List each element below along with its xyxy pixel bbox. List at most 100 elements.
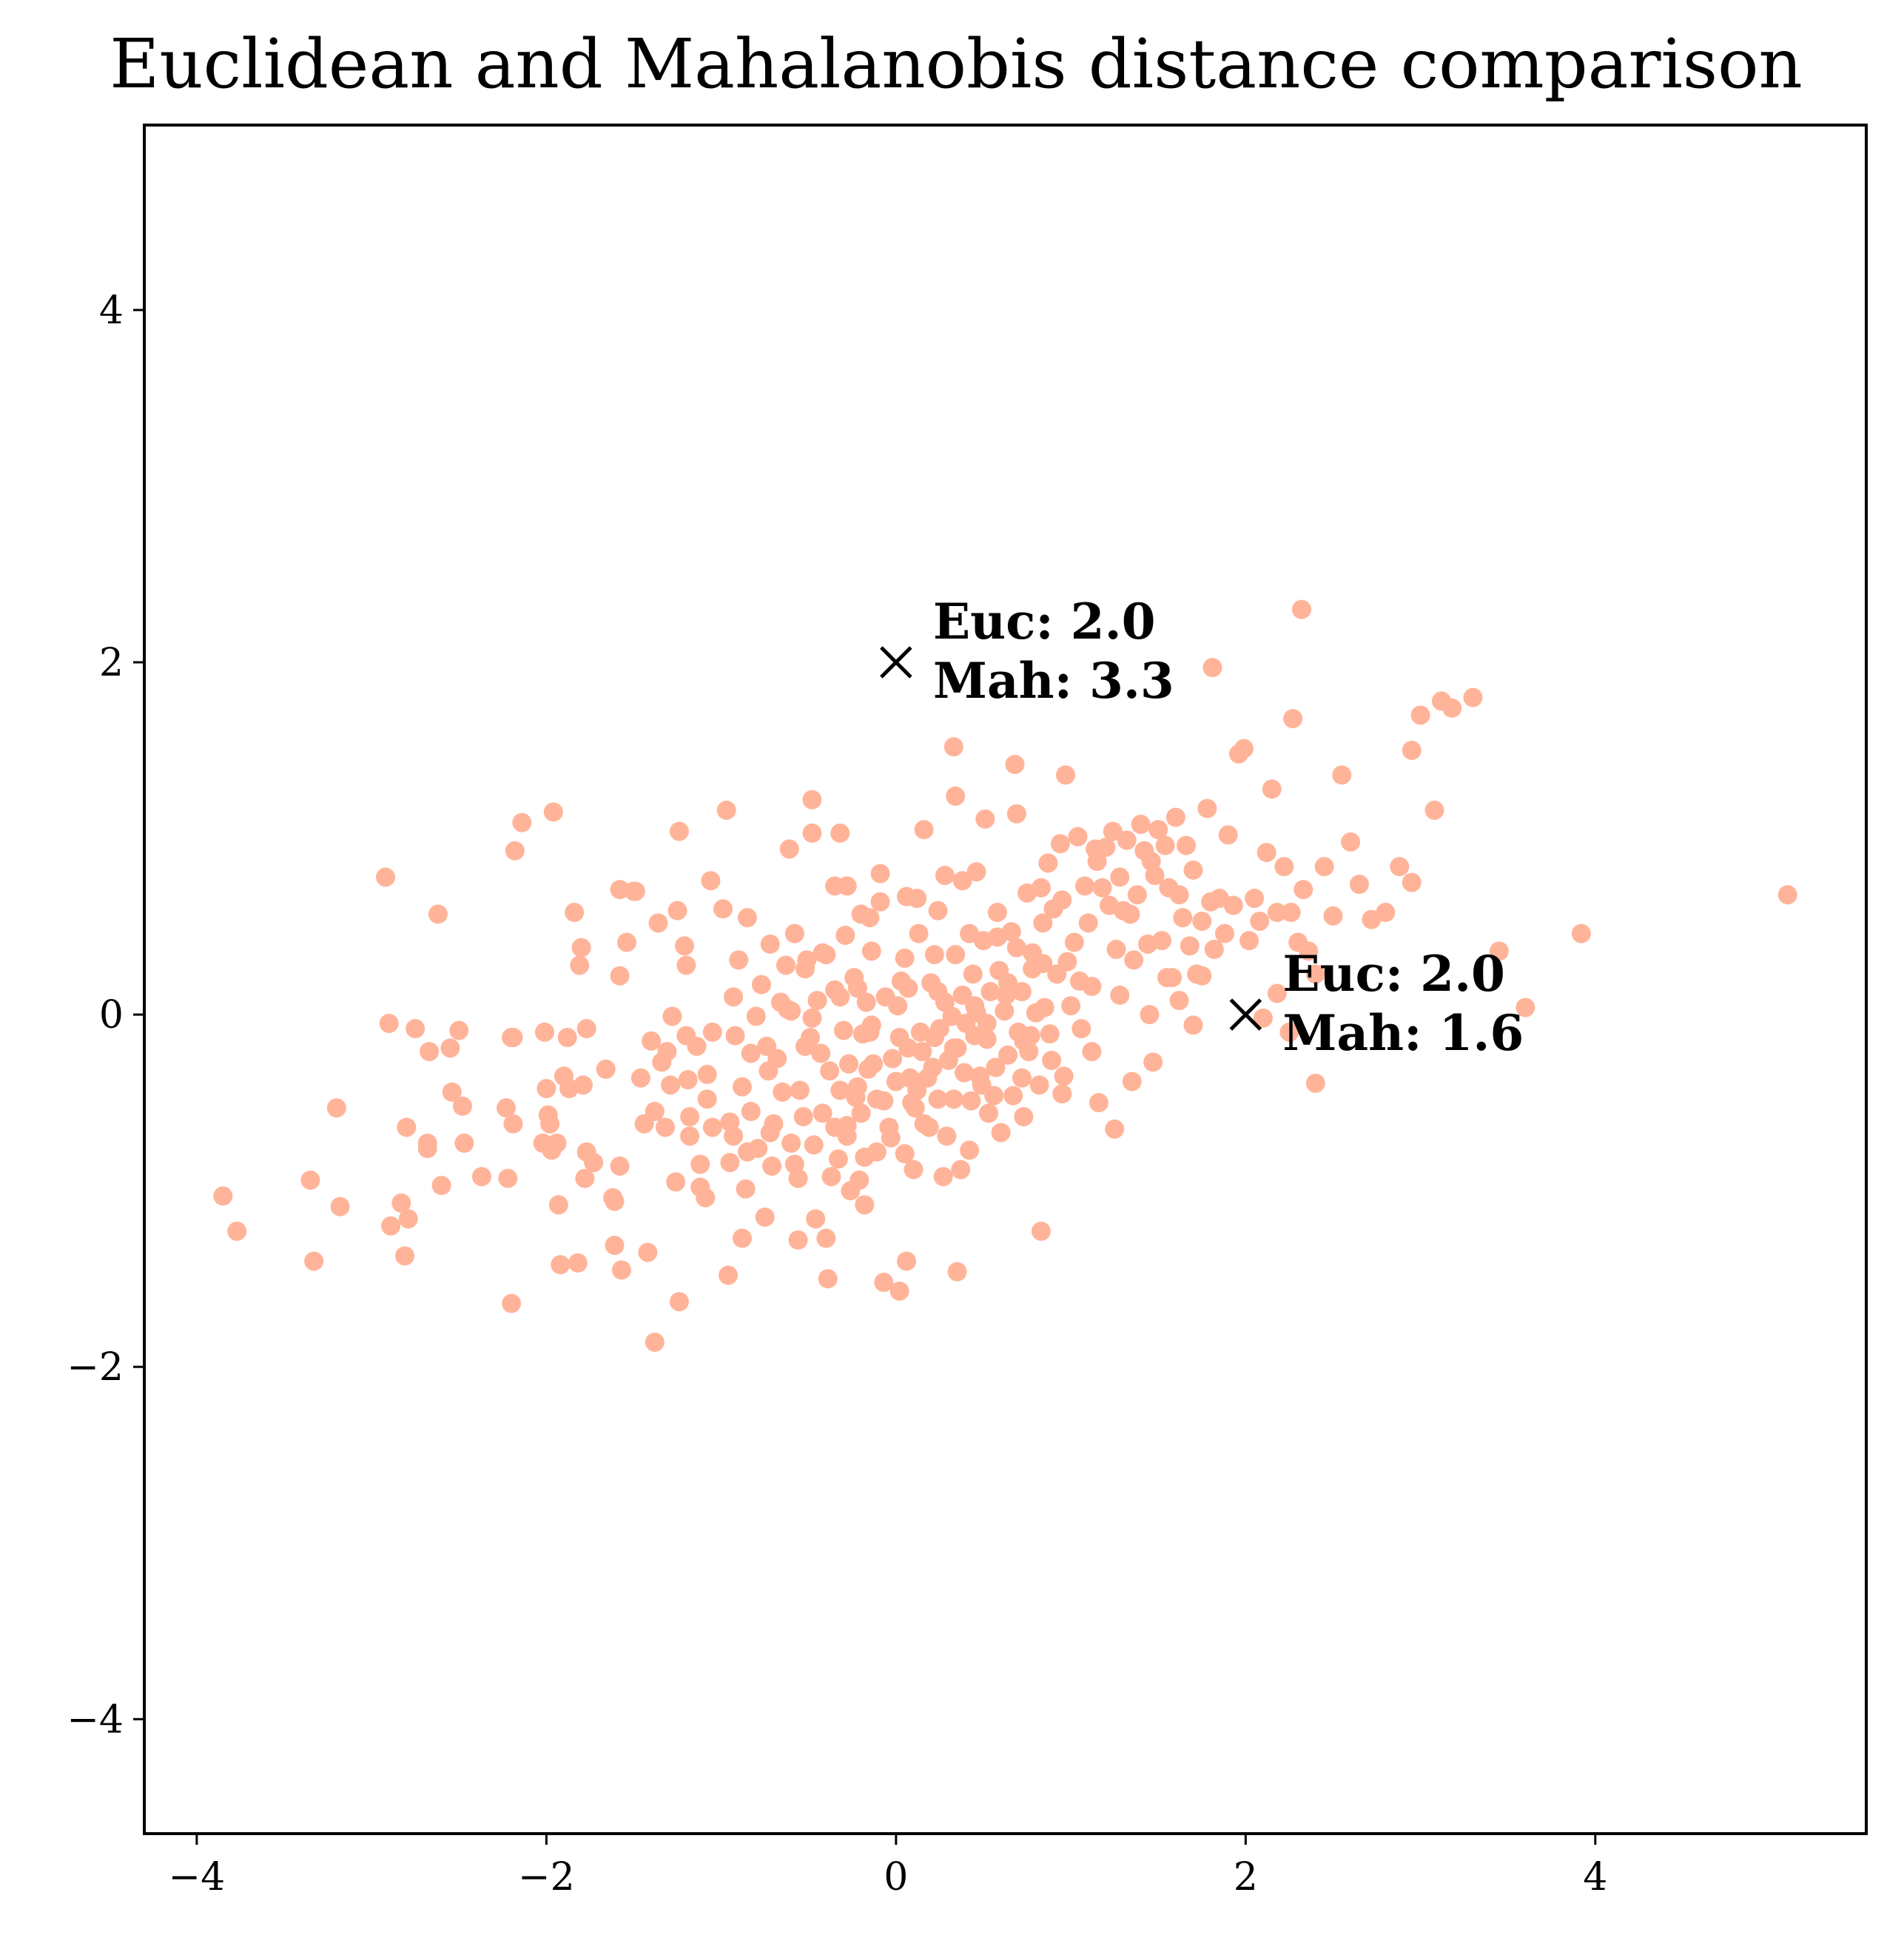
data-point xyxy=(1183,1015,1203,1035)
data-point xyxy=(1442,698,1462,718)
data-point xyxy=(793,1107,813,1127)
data-point xyxy=(1106,940,1126,960)
data-point xyxy=(1155,835,1175,855)
data-point xyxy=(867,1142,887,1162)
data-point xyxy=(790,1080,810,1100)
data-point xyxy=(1202,658,1222,678)
data-point xyxy=(951,1160,971,1180)
data-point xyxy=(326,1098,346,1118)
data-point xyxy=(1253,1008,1273,1028)
data-point xyxy=(1035,997,1054,1017)
annotation-mahalanobis-2: Mah: 1.6 xyxy=(1282,1004,1524,1062)
data-point xyxy=(781,1133,801,1153)
data-point xyxy=(503,1114,523,1134)
data-point xyxy=(1299,941,1319,961)
data-point xyxy=(1042,1050,1062,1070)
data-point xyxy=(946,945,966,965)
data-point xyxy=(1294,880,1313,900)
data-point xyxy=(1571,923,1591,943)
data-point xyxy=(667,901,687,921)
data-point xyxy=(1140,1005,1160,1025)
y-axis: −4 −2 0 2 4 xyxy=(67,289,144,1742)
data-point xyxy=(924,945,944,965)
data-point xyxy=(701,871,721,891)
data-point xyxy=(1151,931,1171,951)
data-point xyxy=(963,964,983,984)
data-point xyxy=(837,1126,857,1146)
data-point xyxy=(889,1281,909,1301)
data-point xyxy=(1341,832,1361,852)
data-point xyxy=(806,1209,826,1229)
data-point xyxy=(977,1029,997,1049)
data-point xyxy=(678,1070,698,1090)
data-point xyxy=(1402,872,1422,892)
data-point xyxy=(779,839,799,859)
data-point xyxy=(687,1036,707,1056)
data-point xyxy=(1110,985,1130,1005)
data-point xyxy=(697,1065,717,1085)
data-point xyxy=(919,1117,939,1137)
data-point xyxy=(1074,876,1094,896)
data-point xyxy=(1092,878,1112,898)
data-point xyxy=(1087,852,1107,872)
data-point xyxy=(1323,906,1343,926)
data-point xyxy=(1281,903,1301,923)
data-point xyxy=(933,1167,953,1187)
data-point xyxy=(605,1191,625,1211)
data-point xyxy=(820,1061,840,1081)
y-tick-label: 0 xyxy=(99,993,124,1037)
data-point xyxy=(965,996,985,1016)
data-point xyxy=(760,934,780,954)
data-point xyxy=(946,786,966,806)
data-point xyxy=(680,1107,700,1127)
data-point xyxy=(860,908,880,928)
data-point xyxy=(565,903,585,923)
data-point xyxy=(914,820,934,840)
y-tick-label: 2 xyxy=(99,641,124,685)
data-point xyxy=(1029,1075,1049,1095)
data-point xyxy=(788,1168,808,1188)
data-point xyxy=(874,1091,894,1111)
data-point xyxy=(943,737,963,757)
data-point xyxy=(1117,830,1137,850)
data-point xyxy=(505,841,525,861)
x-axis: −4 −2 0 2 4 xyxy=(169,1834,1607,1900)
data-point xyxy=(905,1098,925,1118)
data-point xyxy=(724,987,744,1007)
data-point xyxy=(928,982,948,1002)
data-point xyxy=(1012,1068,1032,1088)
data-point xyxy=(1180,936,1200,956)
data-point xyxy=(420,1042,440,1062)
data-point xyxy=(1291,599,1311,619)
data-point xyxy=(802,1008,822,1028)
annotation-mahalanobis-1: Mah: 3.3 xyxy=(933,652,1174,710)
data-point xyxy=(417,1139,437,1159)
data-point xyxy=(825,980,845,1000)
data-point xyxy=(1068,827,1088,847)
data-point xyxy=(534,1022,554,1042)
data-point xyxy=(1250,911,1270,931)
data-point xyxy=(576,1019,596,1039)
data-point xyxy=(1014,1107,1034,1127)
x-tick-label: −4 xyxy=(169,1855,226,1900)
data-point xyxy=(1148,820,1168,840)
y-tick-label: −2 xyxy=(67,1345,124,1390)
data-point xyxy=(1050,834,1070,854)
data-point xyxy=(428,904,448,924)
data-point xyxy=(797,950,817,970)
data-point xyxy=(839,1054,859,1074)
data-point xyxy=(1124,950,1144,970)
data-point xyxy=(929,1019,949,1039)
data-point xyxy=(624,881,644,901)
data-point xyxy=(536,1079,556,1099)
data-point xyxy=(1064,932,1084,952)
data-point xyxy=(947,1262,967,1282)
data-point xyxy=(1173,908,1193,928)
data-point xyxy=(330,1197,350,1217)
data-point xyxy=(729,950,749,970)
data-point xyxy=(471,1167,491,1187)
data-point xyxy=(856,992,876,1012)
data-point xyxy=(1279,1022,1299,1042)
data-point xyxy=(776,955,796,975)
data-point xyxy=(551,1255,571,1275)
